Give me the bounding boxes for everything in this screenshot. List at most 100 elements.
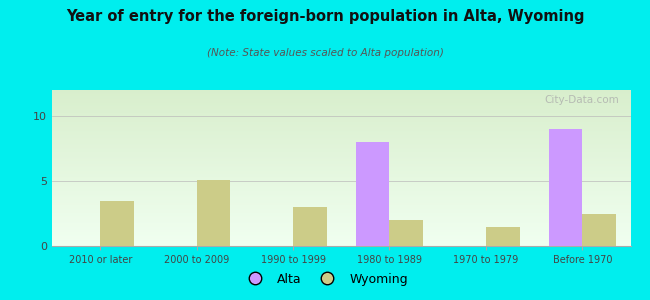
Bar: [52, 102, 630, 103]
Bar: [52, 117, 630, 118]
Bar: [52, 227, 630, 228]
Bar: [52, 208, 630, 209]
Bar: [52, 221, 630, 222]
Bar: [52, 212, 630, 213]
Bar: [52, 145, 630, 146]
Bar: [52, 144, 630, 145]
Bar: [52, 115, 630, 116]
Bar: [52, 130, 630, 131]
Bar: [52, 201, 630, 202]
Bar: [52, 219, 630, 220]
Bar: [52, 97, 630, 98]
Bar: [52, 210, 630, 211]
Bar: [356, 142, 389, 246]
Bar: [52, 177, 630, 178]
Bar: [52, 141, 630, 142]
Bar: [100, 200, 134, 246]
Bar: [549, 129, 582, 246]
Bar: [52, 111, 630, 112]
Bar: [293, 207, 327, 246]
Bar: [52, 207, 630, 208]
Bar: [52, 162, 630, 163]
Bar: [52, 151, 630, 152]
Bar: [52, 157, 630, 158]
Bar: [52, 126, 630, 127]
Bar: [52, 215, 630, 216]
Bar: [52, 101, 630, 102]
Bar: [52, 165, 630, 166]
Bar: [52, 116, 630, 117]
Bar: [52, 202, 630, 203]
Bar: [52, 105, 630, 106]
Bar: [52, 206, 630, 207]
Bar: [52, 178, 630, 179]
Bar: [52, 139, 630, 140]
Bar: [52, 176, 630, 177]
Bar: [52, 167, 630, 168]
Bar: [52, 211, 630, 212]
Bar: [52, 233, 630, 234]
Bar: [52, 199, 630, 200]
Bar: [52, 99, 630, 100]
Bar: [52, 175, 630, 176]
Bar: [52, 156, 630, 157]
Bar: [52, 107, 630, 108]
Bar: [52, 193, 630, 194]
Bar: [52, 154, 630, 155]
Bar: [389, 220, 423, 246]
Bar: [52, 184, 630, 185]
Bar: [52, 161, 630, 162]
Bar: [52, 158, 630, 159]
Bar: [52, 225, 630, 226]
Bar: [52, 190, 630, 191]
Bar: [52, 122, 630, 123]
Bar: [52, 240, 630, 241]
Bar: [52, 150, 630, 151]
Bar: [52, 155, 630, 156]
Bar: [52, 127, 630, 128]
Bar: [486, 226, 519, 246]
Bar: [52, 109, 630, 110]
Bar: [52, 223, 630, 224]
Bar: [52, 134, 630, 135]
Bar: [52, 95, 630, 96]
Bar: [52, 192, 630, 193]
Bar: [52, 231, 630, 232]
Text: (Note: State values scaled to Alta population): (Note: State values scaled to Alta popul…: [207, 48, 443, 58]
Bar: [52, 132, 630, 133]
Bar: [52, 196, 630, 197]
Bar: [52, 119, 630, 120]
Bar: [52, 209, 630, 210]
Bar: [52, 170, 630, 171]
Bar: [52, 237, 630, 238]
Bar: [52, 214, 630, 215]
Bar: [52, 108, 630, 109]
Bar: [52, 234, 630, 235]
Bar: [52, 90, 630, 91]
Bar: [52, 125, 630, 126]
Bar: [52, 135, 630, 136]
Bar: [52, 148, 630, 149]
Bar: [52, 168, 630, 169]
Bar: [52, 152, 630, 153]
Bar: [52, 187, 630, 188]
Bar: [52, 229, 630, 230]
Bar: [52, 133, 630, 134]
Bar: [52, 226, 630, 227]
Bar: [52, 110, 630, 111]
Bar: [52, 100, 630, 101]
Bar: [52, 147, 630, 148]
Bar: [52, 171, 630, 172]
Bar: [52, 245, 630, 246]
Bar: [52, 218, 630, 219]
Bar: [52, 181, 630, 182]
Text: City-Data.com: City-Data.com: [544, 95, 619, 105]
Bar: [52, 128, 630, 129]
Bar: [52, 222, 630, 223]
Bar: [52, 129, 630, 130]
Bar: [52, 172, 630, 173]
Bar: [52, 191, 630, 192]
Bar: [52, 131, 630, 132]
Bar: [52, 149, 630, 150]
Bar: [52, 118, 630, 119]
